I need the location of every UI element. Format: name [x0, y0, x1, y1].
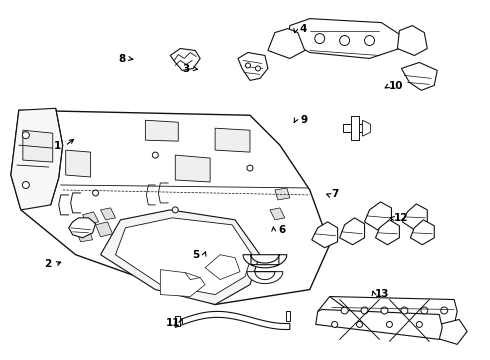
Text: 1: 1 — [53, 141, 61, 151]
Polygon shape — [175, 316, 180, 327]
Circle shape — [341, 307, 348, 314]
Polygon shape — [11, 110, 330, 305]
Polygon shape — [275, 188, 290, 200]
Polygon shape — [402, 204, 427, 230]
Polygon shape — [340, 218, 365, 245]
Polygon shape — [66, 150, 91, 177]
Circle shape — [172, 207, 178, 213]
Circle shape — [381, 307, 388, 314]
Circle shape — [245, 63, 250, 68]
Polygon shape — [363, 120, 370, 136]
Polygon shape — [205, 255, 240, 280]
Polygon shape — [270, 208, 285, 220]
Circle shape — [23, 181, 29, 189]
Polygon shape — [350, 116, 359, 140]
Circle shape — [247, 165, 253, 171]
Text: 6: 6 — [278, 225, 285, 235]
Text: 4: 4 — [300, 24, 307, 35]
Circle shape — [357, 321, 363, 328]
Polygon shape — [69, 218, 96, 238]
Text: 8: 8 — [119, 54, 125, 64]
Text: 2: 2 — [44, 259, 51, 269]
Circle shape — [416, 321, 422, 328]
Polygon shape — [175, 311, 290, 329]
Polygon shape — [328, 297, 457, 324]
Polygon shape — [11, 108, 63, 210]
Polygon shape — [288, 19, 401, 58]
Circle shape — [340, 36, 349, 45]
Polygon shape — [238, 53, 268, 80]
Circle shape — [255, 66, 261, 71]
Polygon shape — [343, 124, 367, 132]
Polygon shape — [397, 26, 427, 55]
Circle shape — [152, 152, 158, 158]
Polygon shape — [100, 208, 116, 220]
Circle shape — [93, 190, 98, 196]
Text: 3: 3 — [183, 64, 190, 74]
Polygon shape — [318, 297, 344, 321]
Polygon shape — [375, 220, 399, 245]
Polygon shape — [146, 120, 178, 141]
Polygon shape — [410, 220, 434, 245]
Circle shape — [387, 321, 392, 328]
Polygon shape — [312, 222, 338, 248]
Polygon shape — [365, 202, 392, 230]
Circle shape — [361, 307, 368, 314]
Circle shape — [365, 36, 374, 45]
Polygon shape — [160, 270, 205, 297]
Polygon shape — [286, 311, 290, 321]
Polygon shape — [96, 222, 113, 237]
Text: 7: 7 — [332, 189, 339, 199]
Polygon shape — [247, 272, 283, 284]
Polygon shape — [401, 62, 437, 90]
Circle shape — [421, 307, 428, 314]
Circle shape — [441, 307, 448, 314]
Polygon shape — [23, 130, 53, 162]
Polygon shape — [75, 228, 93, 242]
Circle shape — [401, 307, 408, 314]
Circle shape — [315, 33, 325, 44]
Polygon shape — [116, 218, 252, 294]
Polygon shape — [268, 28, 305, 58]
Circle shape — [332, 321, 338, 328]
Text: 10: 10 — [389, 81, 404, 91]
Polygon shape — [171, 49, 200, 71]
Text: 11: 11 — [166, 318, 180, 328]
Text: 12: 12 — [394, 213, 409, 223]
Polygon shape — [215, 128, 250, 152]
Polygon shape — [243, 255, 287, 268]
Polygon shape — [316, 310, 442, 339]
Polygon shape — [434, 319, 467, 345]
Polygon shape — [175, 155, 210, 182]
Text: 5: 5 — [193, 250, 200, 260]
Text: 9: 9 — [300, 115, 307, 125]
Polygon shape — [83, 212, 98, 225]
Polygon shape — [100, 210, 260, 305]
Text: 13: 13 — [374, 289, 389, 299]
Circle shape — [23, 132, 29, 139]
